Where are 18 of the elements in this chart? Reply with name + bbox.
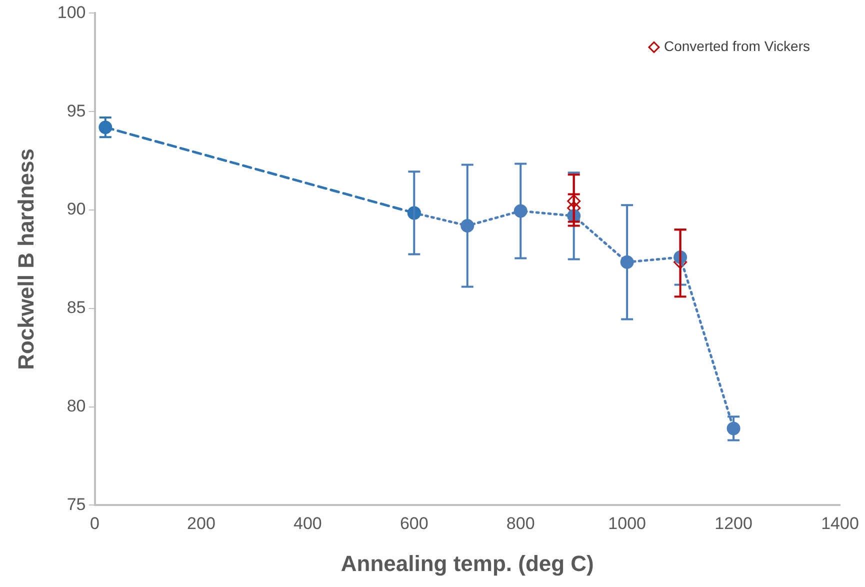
- y-axis-title: Rockwell B hardness: [13, 148, 38, 370]
- x-tick-label: 1400: [821, 514, 859, 534]
- x-axis-title: Annealing temp. (deg C): [340, 550, 594, 576]
- y-tick-label: 75: [66, 494, 86, 514]
- x-tick-label: 200: [187, 514, 216, 534]
- x-tick-label: 1200: [714, 514, 752, 534]
- y-tick-label: 85: [66, 298, 86, 318]
- x-tick-label: 400: [294, 514, 322, 534]
- y-tick-label: 80: [66, 396, 86, 416]
- legend-label: Converted from Vickers: [664, 38, 810, 54]
- x-tick-label: 0: [90, 514, 100, 534]
- x-tick-label: 800: [506, 514, 535, 534]
- y-tick-label: 95: [66, 101, 86, 120]
- y-tick-label: 90: [66, 200, 86, 219]
- x-tick-label: 600: [400, 514, 428, 534]
- x-tick-label: 1000: [608, 514, 646, 534]
- y-tick-label: 100: [57, 2, 86, 22]
- point: [567, 194, 581, 208]
